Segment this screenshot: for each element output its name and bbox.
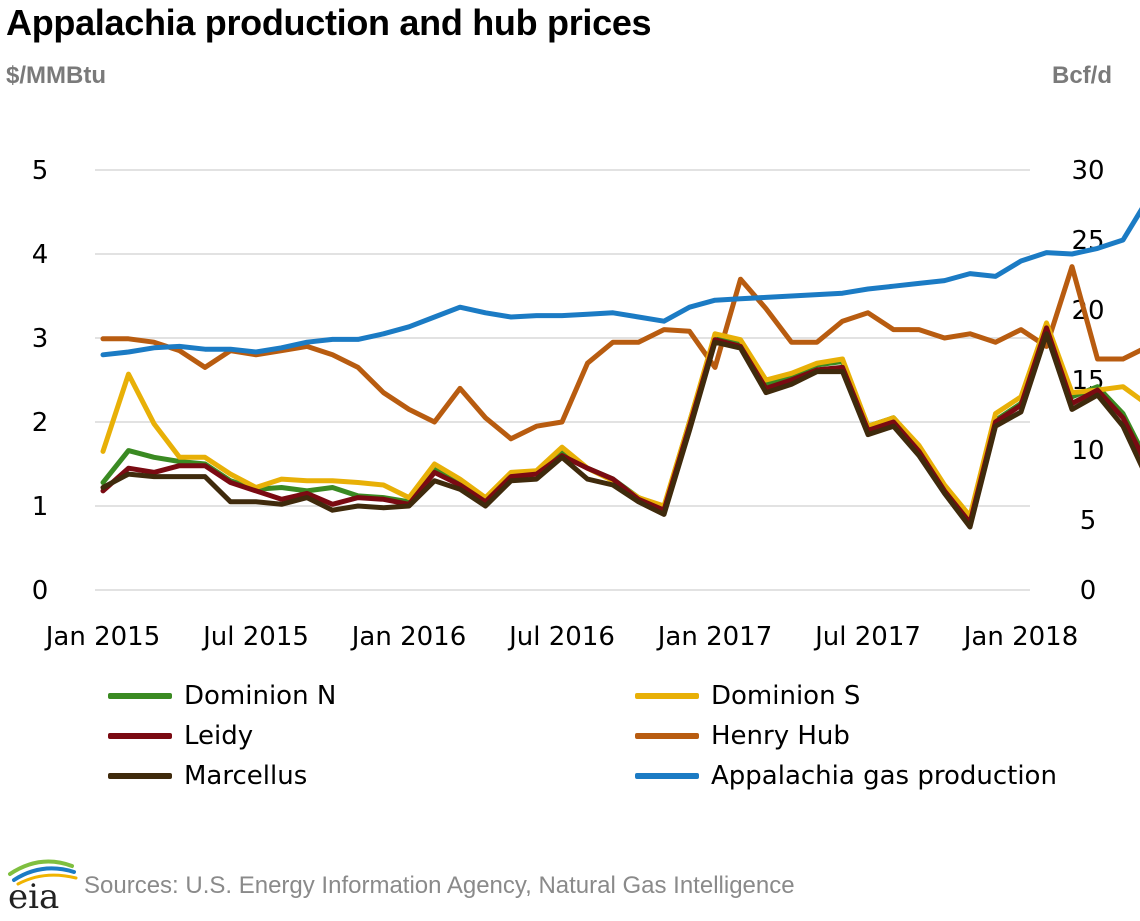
eia-logo-text: eia	[8, 877, 59, 912]
left-tick-2: 2	[32, 408, 49, 438]
legend-swatch-appalachia-production	[635, 773, 699, 779]
chart-title: Appalachia production and hub prices	[6, 2, 652, 43]
legend-label-leidy: Leidy	[184, 721, 254, 751]
legend-swatch-dominion-n	[108, 693, 172, 699]
legend-label-appalachia-production: Appalachia gas production	[711, 761, 1057, 791]
legend-swatch-leidy	[108, 733, 172, 739]
left-y-axis: 0 1 2 3 4 5	[32, 156, 49, 606]
series-line-marcellus	[100, 331, 1140, 530]
left-axis-unit: $/MMBtu	[6, 62, 106, 89]
eia-logo: eia	[8, 859, 78, 912]
legend-item-dominion-n: Dominion N	[108, 676, 336, 716]
legend-label-marcellus: Marcellus	[184, 761, 308, 791]
x-tick-jan-2015: Jan 2015	[44, 622, 161, 652]
right-tick-5: 5	[1080, 506, 1097, 536]
x-tick-jul-2015: Jul 2015	[201, 622, 309, 652]
x-axis: Jan 2015 Jul 2015 Jan 2016 Jul 2016 Jan 2017…	[44, 622, 1079, 652]
legend-swatch-marcellus	[108, 773, 172, 779]
x-tick-jan-2016: Jan 2016	[350, 622, 467, 652]
grid-lines	[95, 169, 1030, 591]
legend-item-marcellus: Marcellus	[108, 756, 307, 796]
legend: Dominion N Dominion S Leidy Henry Hub Ma…	[0, 676, 1140, 806]
footer: eia Sources: U.S. Energy Information Age…	[0, 852, 1140, 912]
series-lines	[100, 207, 1140, 530]
left-tick-4: 4	[32, 240, 49, 270]
legend-label-henry-hub: Henry Hub	[711, 721, 850, 751]
legend-item-dominion-s: Dominion S	[635, 676, 860, 716]
left-tick-5: 5	[32, 156, 49, 186]
legend-label-dominion-s: Dominion S	[711, 681, 861, 711]
left-tick-0: 0	[32, 576, 49, 606]
x-tick-jan-2017: Jan 2017	[656, 622, 773, 652]
legend-swatch-dominion-s	[635, 693, 699, 699]
left-tick-1: 1	[32, 492, 49, 522]
legend-label-dominion-n: Dominion N	[184, 681, 337, 711]
x-tick-jan-2018: Jan 2018	[962, 622, 1079, 652]
legend-item-leidy: Leidy	[108, 716, 253, 756]
series-line-appalachia-gas-production	[100, 207, 1140, 358]
x-tick-jul-2017: Jul 2017	[813, 622, 921, 652]
right-tick-0: 0	[1080, 576, 1097, 606]
source-note: Sources: U.S. Energy Information Agency,…	[84, 872, 795, 899]
x-tick-jul-2016: Jul 2016	[507, 622, 615, 652]
right-tick-30: 30	[1071, 156, 1104, 186]
series-line-henry-hub	[100, 264, 1140, 442]
legend-item-appalachia-production: Appalachia gas production	[635, 756, 1057, 796]
legend-swatch-henry-hub	[635, 733, 699, 739]
legend-item-henry-hub: Henry Hub	[635, 716, 850, 756]
right-axis-unit: Bcf/d	[1052, 62, 1112, 89]
right-tick-10: 10	[1071, 436, 1104, 466]
left-tick-3: 3	[32, 324, 49, 354]
